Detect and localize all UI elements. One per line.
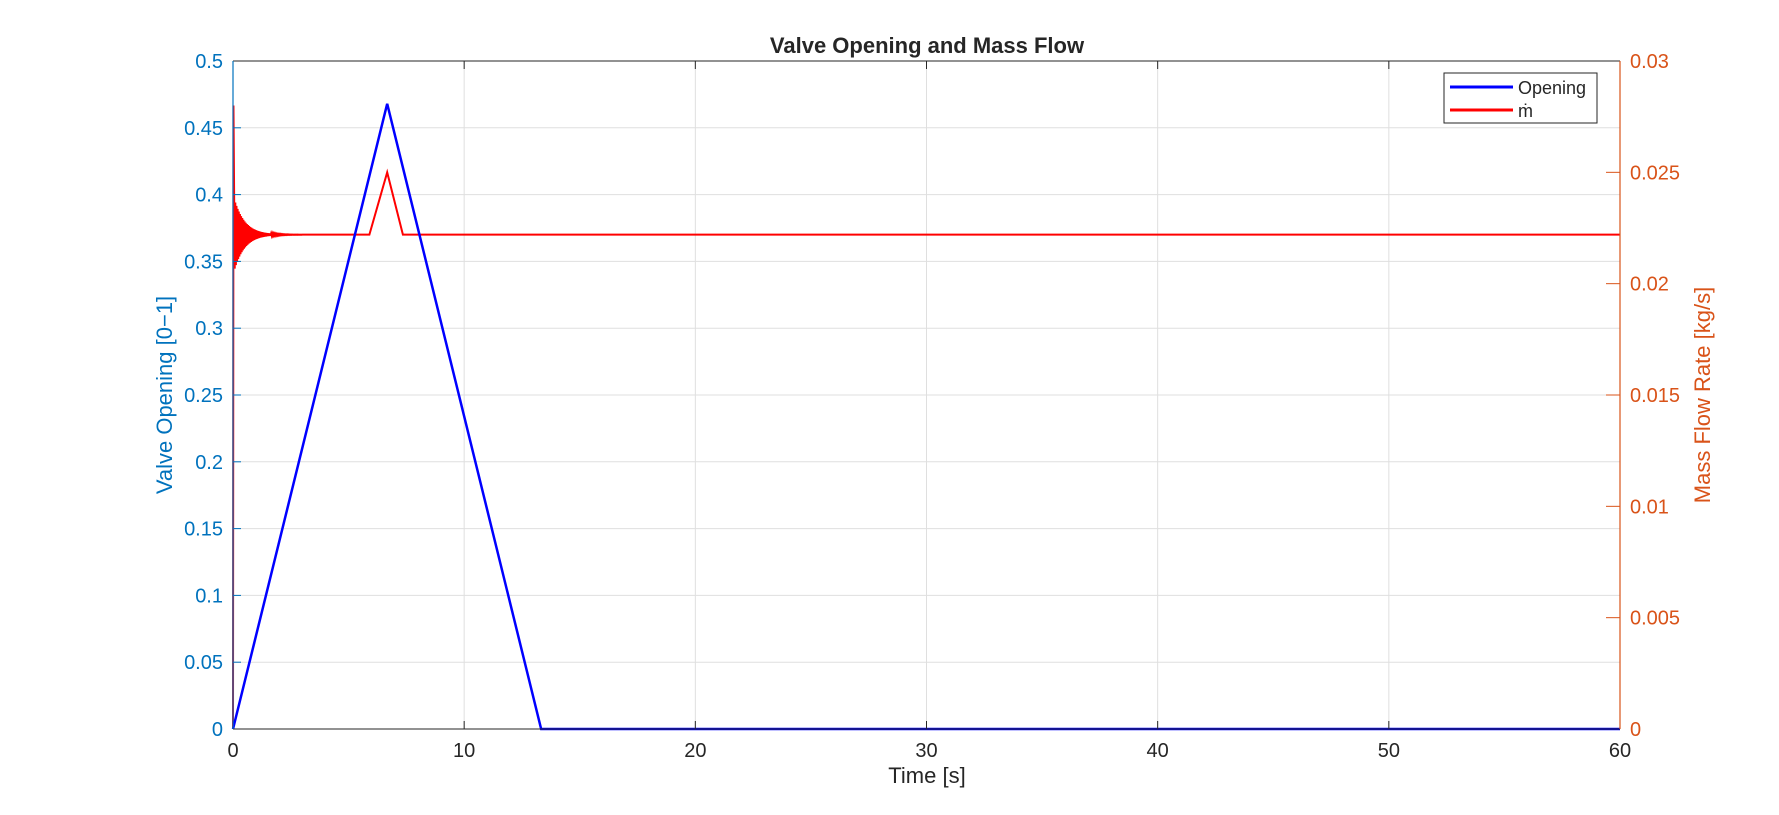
legend: Opening ṁ	[1443, 72, 1598, 124]
x-tick-label: 0	[227, 740, 238, 762]
x-axis-label: Time [s]	[888, 763, 965, 788]
x-tick-label: 60	[1609, 740, 1631, 762]
y-left-tick-label: 0.3	[195, 318, 223, 340]
y-right-tick-label: 0	[1630, 719, 1641, 741]
x-tick-label: 40	[1147, 740, 1169, 762]
y-left-tick-label: 0.25	[184, 385, 223, 407]
x-tick-label: 20	[684, 740, 706, 762]
y-right-tick-label: 0.005	[1630, 608, 1680, 630]
y-left-tick-label: 0.2	[195, 452, 223, 474]
y-left-tick-label: 0.1	[195, 585, 223, 607]
y-left-tick-label: 0.15	[184, 519, 223, 541]
y-left-tick-label: 0.5	[195, 51, 223, 73]
y-right-tick-label: 0.02	[1630, 274, 1669, 296]
y-right-tick-label: 0.01	[1630, 496, 1669, 518]
tick-labels: 0 10 20 30 40 50 6000.050.10.150.20.250.30.350…	[184, 51, 1680, 762]
x-tick-label: 10	[453, 740, 475, 762]
y-axis-right-label: Mass Flow Rate [kg/s]	[1690, 287, 1715, 503]
y-left-tick-label: 0.4	[195, 185, 223, 207]
y-axis-left-label: Valve Opening [0−1]	[152, 296, 177, 494]
chart-title: Valve Opening and Mass Flow	[770, 33, 1085, 58]
axes	[232, 60, 1621, 730]
x-tick-label: 50	[1378, 740, 1400, 762]
series-line-mass-flow	[232, 105, 1620, 730]
grid-lines	[233, 61, 1620, 729]
legend-box	[1443, 72, 1598, 124]
y-right-tick-label: 0.015	[1630, 385, 1680, 407]
y-left-tick-label: 0.45	[184, 118, 223, 140]
y-left-tick-label: 0.05	[184, 652, 223, 674]
legend-label-opening: Opening	[1518, 78, 1586, 98]
legend-label-mdot: ṁ	[1518, 101, 1533, 121]
y-left-tick-label: 0	[212, 719, 223, 741]
y-right-tick-label: 0.03	[1630, 51, 1669, 73]
y-right-tick-label: 0.025	[1630, 162, 1680, 184]
y-left-tick-label: 0.35	[184, 251, 223, 273]
x-tick-label: 30	[915, 740, 937, 762]
